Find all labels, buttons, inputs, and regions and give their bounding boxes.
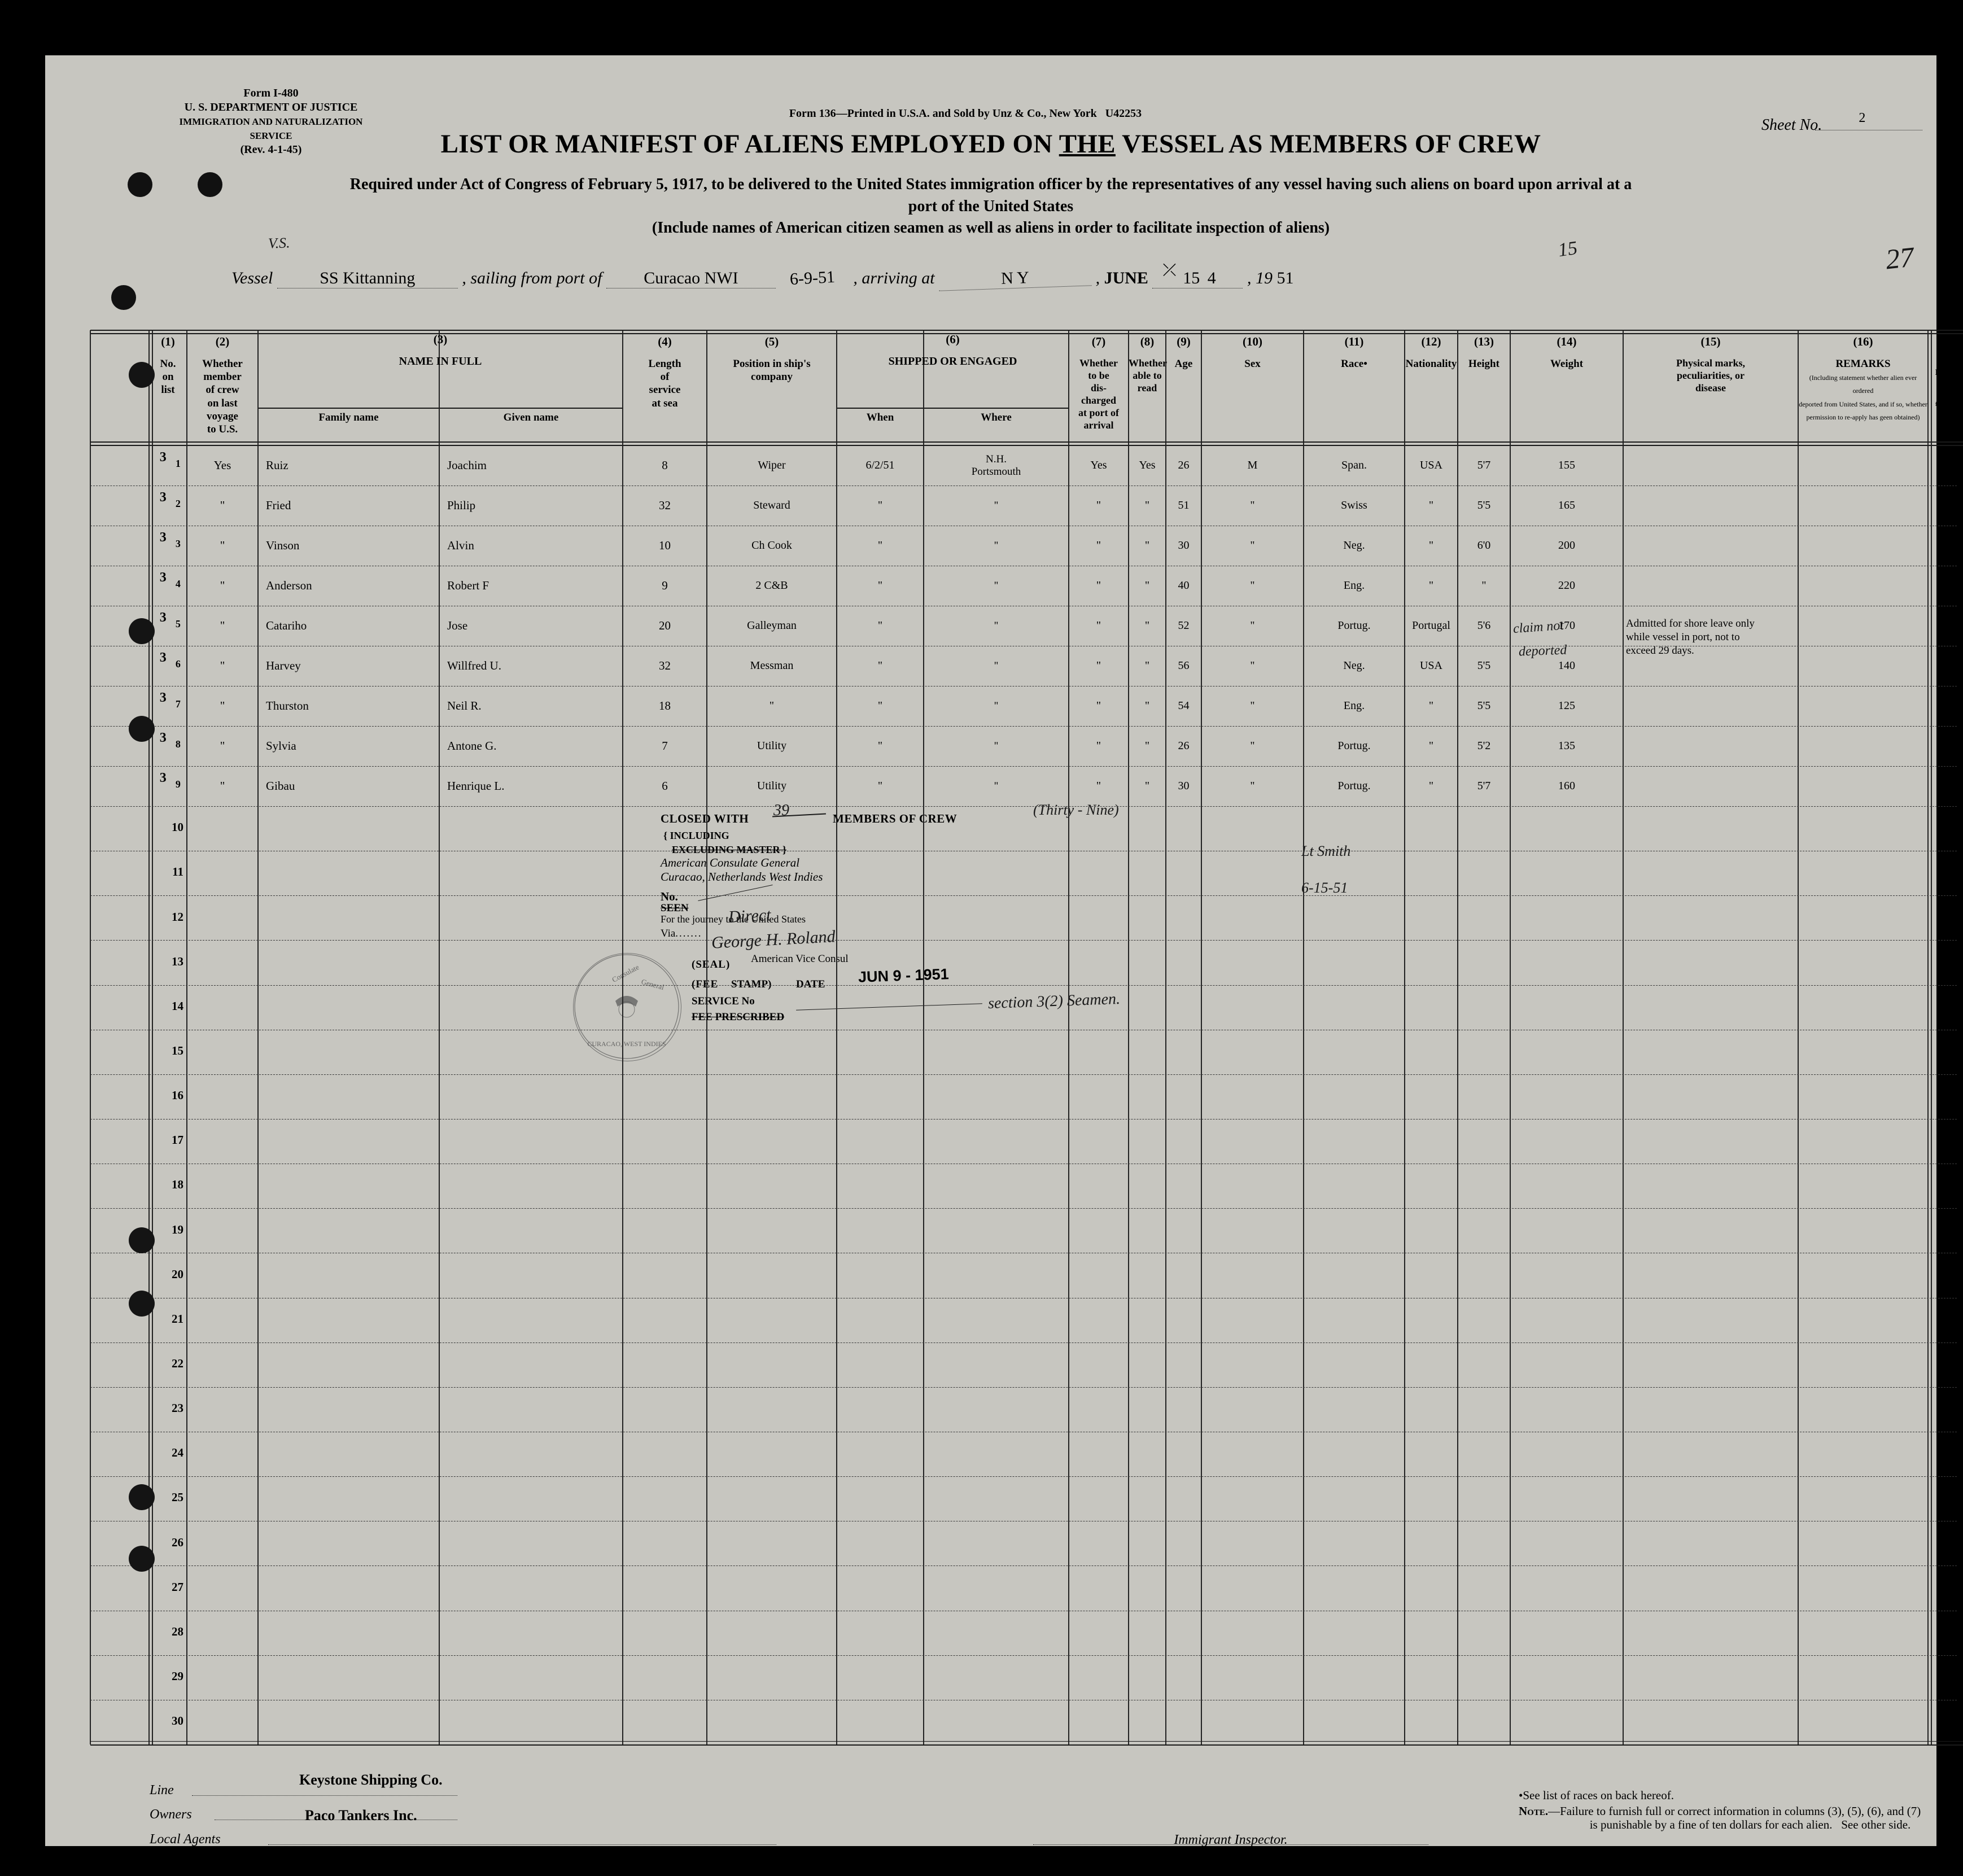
svg-text:Consulate: Consulate bbox=[610, 963, 640, 984]
svg-text:CURACAO, WEST INDIES: CURACAO, WEST INDIES bbox=[587, 1040, 666, 1048]
